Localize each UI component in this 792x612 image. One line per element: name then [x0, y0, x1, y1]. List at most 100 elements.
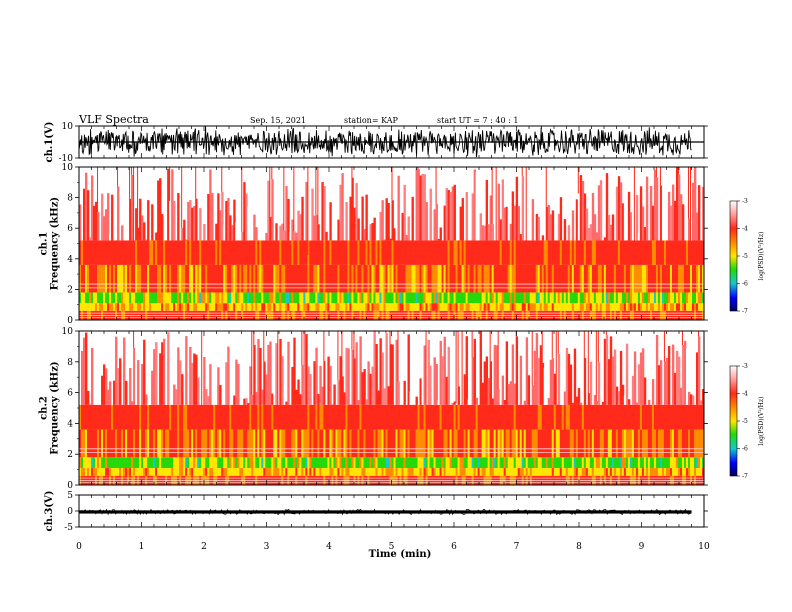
ch2-spectrogram-cell: [409, 457, 412, 469]
ch2-spectrogram-cell: [285, 401, 288, 405]
ch1-spectrogram-cell: [347, 303, 350, 311]
ch2-spectrogram-cell: [527, 375, 531, 405]
ch1-spectrogram-cell: [479, 303, 482, 311]
ch2-spectrogram-cell: [291, 457, 294, 469]
ch3-waveform-ytick-label: -5: [64, 523, 73, 533]
ch1-spectrogram-cell: [577, 303, 581, 311]
ch1-spectrogram-cell: [435, 292, 438, 304]
ch1-spectrogram-cell: [531, 292, 535, 304]
ch2-spectrogram-cell: [363, 457, 366, 469]
ch1-spectrogram-cell: [257, 303, 260, 311]
ch2-spectrogram-cell: [173, 468, 176, 476]
ch1-spectrogram-colorbar-tick-label: -3: [742, 198, 748, 205]
ch1-spectrogram-cell: [577, 193, 581, 241]
ch2-spectrogram-cell: [391, 429, 394, 458]
ch1-spectrogram-cell: [423, 174, 426, 241]
ch1-spectrogram-cell: [645, 176, 649, 241]
ch1-spectrogram-cell: [447, 190, 450, 241]
ch2-spectrogram-cell: [629, 457, 633, 469]
ch1-spectrogram-cell: [607, 292, 611, 304]
ch2-spectrogram-cell: [457, 404, 460, 430]
ch1-spectrogram-cell: [167, 168, 170, 241]
ch1-spectrogram-cell: [629, 264, 633, 293]
ch2-spectrogram-cell: [209, 457, 212, 469]
ch2-spectrogram-cell: [361, 457, 364, 469]
ch1-spectrogram-cell: [211, 240, 214, 265]
ch1-spectrogram-cell: [193, 292, 196, 304]
ch2-spectrogram-cell: [483, 429, 486, 458]
ch2-spectrogram-cell: [573, 468, 577, 476]
ch2-spectrogram-cell: [141, 404, 144, 430]
ch2-spectrogram-cell: [367, 429, 370, 458]
ch2-spectrogram-cell: [243, 429, 246, 458]
ch1-spectrogram-cell: [165, 292, 168, 304]
ch1-spectrogram-cell: [319, 303, 322, 311]
ch1-spectrogram-cell: [409, 264, 412, 293]
ch1-spectrogram-cell: [353, 207, 356, 241]
ch2-spectrogram-cell: [87, 390, 90, 405]
ch1-spectrogram-cell: [475, 240, 478, 265]
ch1-spectrogram-cell: [497, 264, 501, 293]
ch2-spectrogram-cell: [351, 404, 354, 430]
ch1-spectrogram-cell: [609, 224, 613, 241]
ch2-spectrogram-cell: [565, 404, 569, 430]
ch2-spectrogram-cell: [179, 404, 182, 430]
ch1-spectrogram-cell: [117, 292, 120, 304]
ch1-spectrogram-cell: [85, 240, 88, 265]
ch1-spectrogram-cell: [269, 216, 272, 241]
ch2-spectrogram-cell: [407, 457, 410, 469]
ch1-spectrogram-cell: [533, 303, 537, 311]
ch2-spectrogram-cell: [675, 468, 679, 476]
ch2-spectrogram-cell: [265, 468, 268, 476]
ch1-spectrogram-cell: [191, 207, 194, 241]
ch1-spectrogram-cell: [263, 292, 266, 304]
ch2-spectrogram-cell: [479, 429, 482, 458]
ch2-spectrogram-cell: [411, 404, 414, 430]
ch2-spectrogram-cell: [527, 468, 531, 476]
ch2-spectrogram-cell: [221, 468, 224, 476]
ch2-spectrogram-cell: [189, 468, 192, 476]
ch1-spectrogram-cell: [613, 264, 617, 293]
ch2-spectrogram-cell: [583, 357, 587, 405]
ch1-spectrogram-cell: [535, 213, 539, 241]
ch2-spectrogram-cell: [147, 429, 150, 458]
ch1-spectrogram-ytick-label: 4: [67, 255, 73, 265]
ch1-spectrogram-cell: [93, 292, 96, 304]
ch1-spectrogram-cell: [407, 216, 410, 241]
ch2-spectrogram-streak: [605, 331, 607, 336]
ch1-spectrogram-cell: [421, 174, 424, 241]
ch1-spectrogram-cell: [323, 292, 326, 304]
ch2-spectrogram-field: [79, 331, 705, 485]
ch1-spectrogram-cell: [599, 303, 603, 311]
ch2-spectrogram-cell: [179, 429, 182, 458]
ch2-spectrogram-cell: [193, 353, 196, 405]
ch2-spectrogram-cell: [531, 468, 535, 476]
ch1-spectrogram-cell: [589, 224, 593, 241]
ch1-spectrogram-cell: [527, 303, 531, 311]
ch1-spectrogram-cell: [635, 292, 639, 304]
ch2-spectrogram-cell: [315, 468, 318, 476]
ch2-spectrogram-cell: [393, 457, 396, 469]
ch2-spectrogram-cell: [611, 429, 615, 458]
ch1-spectrogram-cell: [569, 303, 573, 311]
ch2-spectrogram-cell: [197, 429, 200, 458]
ch1-spectrogram-cell: [441, 292, 444, 304]
ch1-spectrogram-cell: [285, 186, 288, 241]
ch1-spectrogram-cell: [635, 240, 639, 265]
ch2-spectrogram-cell: [373, 468, 376, 476]
ch1-spectrogram-cell: [143, 303, 146, 311]
ch2-spectrogram-cell: [127, 404, 130, 430]
ch2-spectrogram-cell: [457, 386, 460, 405]
ch1-spectrogram-cell: [423, 240, 426, 265]
ch1-spectrogram-cell: [659, 264, 663, 293]
ch1-spectrogram-cell: [303, 303, 306, 311]
ch1-spectrogram-cell: [85, 292, 88, 304]
ch1-spectrogram-cell: [103, 240, 106, 265]
ch2-spectrogram-cell: [407, 404, 410, 430]
ch1-spectrogram-cell: [253, 240, 256, 265]
ch2-spectrogram-cell: [343, 457, 346, 469]
ch2-spectrogram-cell: [511, 344, 515, 405]
ch1-spectrogram-cell: [503, 240, 507, 265]
ch2-spectrogram-cell: [161, 468, 164, 476]
ch2-spectrogram-cell: [291, 429, 294, 458]
